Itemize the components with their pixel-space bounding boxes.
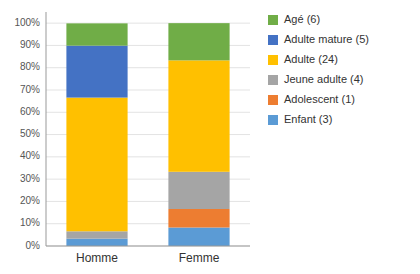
y-axis-line bbox=[46, 12, 47, 246]
chart-container: 0% 10% 20% 30% 40% 50% 60% 70% 80% 90% 100% Homme Fe… bbox=[0, 0, 420, 274]
legend-swatch bbox=[268, 15, 278, 25]
y-tick-label: 40% bbox=[20, 150, 40, 161]
bar-segment bbox=[168, 228, 229, 246]
legend-swatch bbox=[268, 35, 278, 45]
y-tick-label: 20% bbox=[20, 195, 40, 206]
x-tick-label: Femme bbox=[179, 251, 220, 265]
y-tick-label: 0% bbox=[26, 240, 41, 251]
y-tick-label: 80% bbox=[20, 61, 40, 72]
bar-segment bbox=[168, 209, 229, 227]
legend-label: Adolescent (1) bbox=[284, 93, 355, 105]
bar-segment bbox=[66, 231, 127, 238]
y-tick-label: 100% bbox=[14, 17, 40, 28]
legend: Agé (6) Adulte mature (5) Adulte (24) Jeune… bbox=[268, 13, 369, 125]
legend-label: Adulte (24) bbox=[284, 53, 338, 65]
y-tick-label: 90% bbox=[20, 39, 40, 50]
legend-swatch bbox=[268, 75, 278, 85]
legend-swatch bbox=[268, 115, 278, 125]
legend-label: Enfant (3) bbox=[284, 113, 332, 125]
legend-label: Agé (6) bbox=[284, 13, 320, 25]
x-axis-line bbox=[46, 246, 250, 247]
y-tick-label: 50% bbox=[20, 128, 40, 139]
legend-label: Adulte mature (5) bbox=[284, 33, 369, 45]
x-axis: Homme Femme bbox=[46, 246, 250, 265]
y-tick-label: 10% bbox=[20, 217, 40, 228]
legend-swatch bbox=[268, 55, 278, 65]
y-tick-label: 70% bbox=[20, 84, 40, 95]
bar-segment bbox=[66, 98, 127, 232]
grid bbox=[46, 23, 250, 246]
chart-svg: 0% 10% 20% 30% 40% 50% 60% 70% 80% 90% 100% Homme Fe… bbox=[0, 0, 420, 274]
x-tick-label: Homme bbox=[76, 251, 118, 265]
y-tick-label: 30% bbox=[20, 173, 40, 184]
bar-segment bbox=[168, 23, 229, 60]
bar-segment bbox=[66, 239, 127, 246]
legend-label: Jeune adulte (4) bbox=[284, 73, 364, 85]
grid-line bbox=[46, 246, 250, 247]
bars bbox=[66, 23, 229, 246]
bar-segment bbox=[66, 23, 127, 45]
bar-segment bbox=[66, 46, 127, 98]
y-tick-label: 60% bbox=[20, 106, 40, 117]
legend-swatch bbox=[268, 95, 278, 105]
y-axis: 0% 10% 20% 30% 40% 50% 60% 70% 80% 90% 100% bbox=[14, 12, 46, 251]
bar-segment bbox=[168, 60, 229, 171]
bar-segment bbox=[168, 172, 229, 209]
